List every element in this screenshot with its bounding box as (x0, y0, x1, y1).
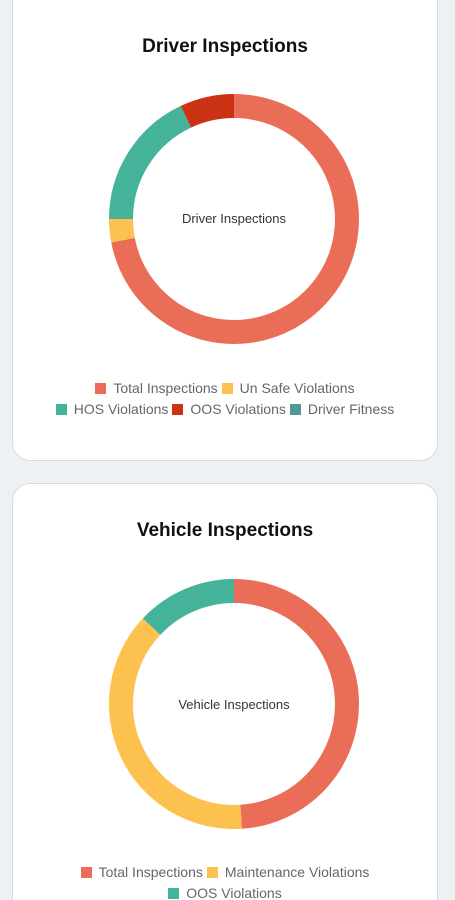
legend-swatch (95, 383, 107, 394)
legend-item-un-safe-violations[interactable]: Un Safe Violations (221, 378, 355, 399)
donut-slice-oos-violations[interactable] (142, 579, 235, 636)
legend-item-maintenance-violations[interactable]: Maintenance Violations (206, 862, 370, 883)
donut-slice-total-inspections[interactable] (233, 579, 359, 829)
donut-slice-hos-violations[interactable] (109, 105, 192, 220)
chart-title: Driver Inspections (142, 36, 308, 57)
legend-label: OOS Violations (190, 401, 286, 417)
legend-swatch (168, 888, 180, 899)
chart-title: Vehicle Inspections (136, 520, 314, 541)
legend-label: Total Inspections (113, 380, 218, 396)
legend-label: HOS Violations (73, 401, 169, 417)
legend-swatch (80, 867, 92, 878)
legend-label: Total Inspections (98, 864, 203, 880)
legend-item-hos-violations[interactable]: HOS Violations (55, 399, 169, 420)
legend-swatch (221, 383, 233, 394)
legend-swatch (206, 867, 218, 878)
legend-row: OOS Violations (13, 883, 437, 900)
legend-item-driver-fitness[interactable]: Driver Fitness (289, 399, 395, 420)
donut-slice-total-inspections[interactable] (111, 94, 359, 344)
legend-item-oos-violations[interactable]: OOS Violations (172, 399, 286, 420)
legend-swatch (55, 404, 67, 415)
donut-center-label: Vehicle Inspections (178, 697, 290, 712)
donut-slice-oos-violations[interactable] (180, 94, 235, 128)
legend-label: Driver Fitness (307, 401, 395, 417)
chart-legend: Total Inspections Un Safe Violations HOS V… (13, 378, 437, 420)
chart-legend: Total Inspections Maintenance Violations O… (13, 862, 437, 900)
vehicle-inspections-card: Vehicle Inspections Vehicle Inspections … (12, 483, 438, 900)
vehicle-inspections-donut: Vehicle Inspections (109, 579, 359, 829)
legend-swatch (289, 404, 301, 415)
legend-item-total-inspections[interactable]: Total Inspections (80, 862, 203, 883)
legend-item-total-inspections[interactable]: Total Inspections (95, 378, 218, 399)
legend-label: Un Safe Violations (239, 380, 355, 396)
legend-row: Total Inspections Un Safe Violations (13, 378, 437, 399)
driver-inspections-card: Driver Inspections Driver Inspections To… (12, 0, 438, 461)
legend-item-oos-violations[interactable]: OOS Violations (168, 883, 282, 900)
legend-row: Total Inspections Maintenance Violations (13, 862, 437, 883)
donut-slice-un-safe-violations[interactable] (109, 218, 135, 243)
donut-slice-maintenance-violations[interactable] (109, 618, 242, 829)
driver-inspections-donut: Driver Inspections (109, 94, 359, 344)
legend-label: Maintenance Violations (224, 864, 370, 880)
legend-label: OOS Violations (186, 885, 282, 900)
legend-row: HOS Violations OOS Violations Driver Fitne… (13, 399, 437, 420)
donut-center-label: Driver Inspections (182, 211, 287, 226)
legend-swatch (172, 404, 184, 415)
